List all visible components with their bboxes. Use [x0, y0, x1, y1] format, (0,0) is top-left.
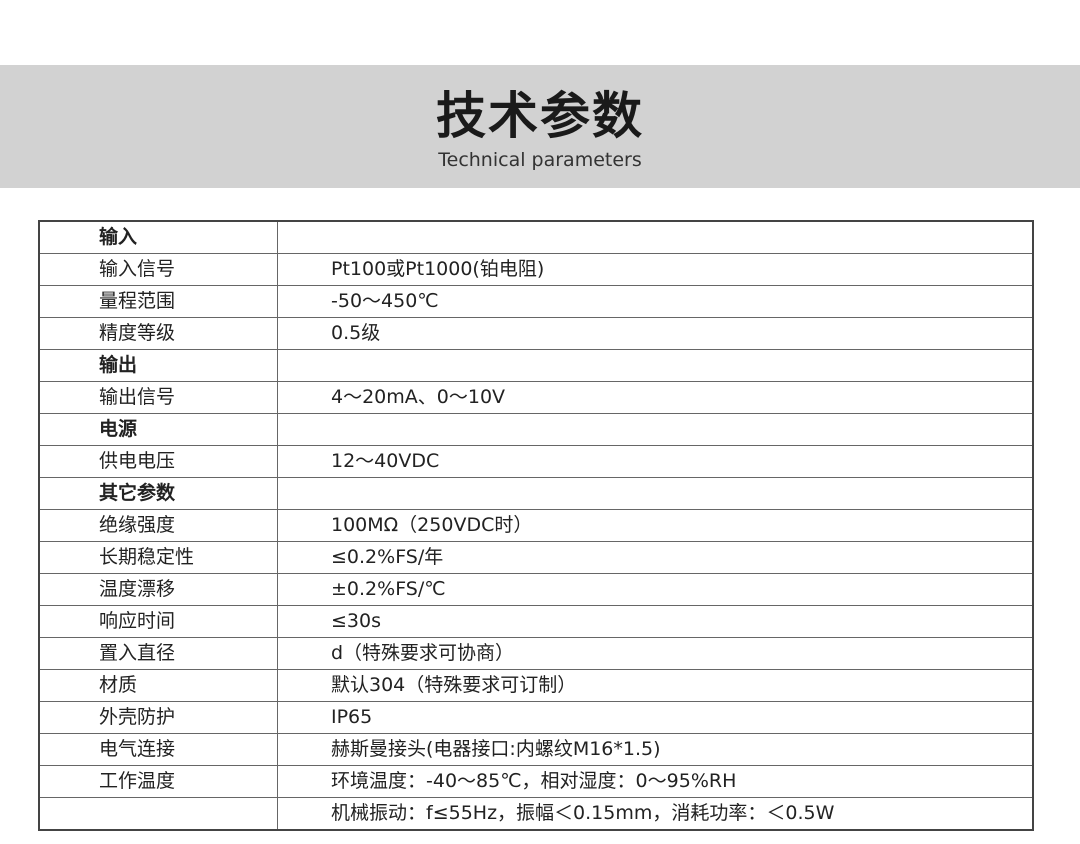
param-value: ±0.2%FS/℃	[277, 573, 1034, 606]
table-row: 输出信号 4～20mA、0～10V	[38, 381, 1034, 414]
param-value: 0.5级	[277, 317, 1034, 350]
table-row: 电气连接 赫斯曼接头(电器接口:内螺纹M16*1.5)	[38, 733, 1034, 766]
param-value: 默认304（特殊要求可订制）	[277, 669, 1034, 702]
param-value: d（特殊要求可协商）	[277, 637, 1034, 670]
page-subtitle: Technical parameters	[438, 149, 642, 171]
param-value: Pt100或Pt1000(铂电阻)	[277, 253, 1034, 286]
param-label: 量程范围	[38, 285, 278, 318]
table-row: 绝缘强度 100MΩ（250VDC时）	[38, 509, 1034, 542]
table-row: 响应时间 ≤30s	[38, 605, 1034, 638]
param-label: 置入直径	[38, 637, 278, 670]
param-label: 外壳防护	[38, 701, 278, 734]
param-value: IP65	[277, 701, 1034, 734]
param-label: 工作温度	[38, 765, 278, 798]
param-label: 电气连接	[38, 733, 278, 766]
param-value: 机械振动：f≤55Hz，振幅＜0.15mm，消耗功率：＜0.5W	[277, 797, 1034, 831]
table-row: 工作温度 环境温度：-40～85℃，相对湿度：0～95%RH	[38, 765, 1034, 798]
param-value: 4～20mA、0～10V	[277, 381, 1034, 414]
param-value: 环境温度：-40～85℃，相对湿度：0～95%RH	[277, 765, 1034, 798]
param-label	[38, 797, 278, 831]
table-row: 温度漂移 ±0.2%FS/℃	[38, 573, 1034, 606]
param-label: 输入	[38, 220, 278, 254]
param-value: 100MΩ（250VDC时）	[277, 509, 1034, 542]
param-label: 响应时间	[38, 605, 278, 638]
table-row: 量程范围 -50～450℃	[38, 285, 1034, 318]
param-value: 赫斯曼接头(电器接口:内螺纹M16*1.5)	[277, 733, 1034, 766]
param-value: 12～40VDC	[277, 445, 1034, 478]
spec-table: 输入 输入信号 Pt100或Pt1000(铂电阻) 量程范围 -50～450℃ 精度等级 0…	[38, 220, 1034, 831]
table-row: 精度等级 0.5级	[38, 317, 1034, 350]
table-row: 外壳防护 IP65	[38, 701, 1034, 734]
param-value	[277, 349, 1034, 382]
param-value: -50～450℃	[277, 285, 1034, 318]
param-value: ≤0.2%FS/年	[277, 541, 1034, 574]
table-row: 置入直径 d（特殊要求可协商）	[38, 637, 1034, 670]
param-label: 电源	[38, 413, 278, 446]
header-band	[0, 65, 1080, 188]
param-label: 其它参数	[38, 477, 278, 510]
param-value	[277, 413, 1034, 446]
section-row: 输出	[38, 349, 1034, 382]
param-value	[277, 220, 1034, 254]
param-label: 输入信号	[38, 253, 278, 286]
param-label: 绝缘强度	[38, 509, 278, 542]
param-label: 精度等级	[38, 317, 278, 350]
table-row: 机械振动：f≤55Hz，振幅＜0.15mm，消耗功率：＜0.5W	[38, 797, 1034, 831]
table-row: 输入信号 Pt100或Pt1000(铂电阻)	[38, 253, 1034, 286]
param-value	[277, 477, 1034, 510]
section-row: 其它参数	[38, 477, 1034, 510]
table-row: 材质 默认304（特殊要求可订制）	[38, 669, 1034, 702]
section-row: 电源	[38, 413, 1034, 446]
param-label: 供电电压	[38, 445, 278, 478]
param-label: 输出信号	[38, 381, 278, 414]
param-label: 长期稳定性	[38, 541, 278, 574]
section-row: 输入	[38, 220, 1034, 254]
param-label: 温度漂移	[38, 573, 278, 606]
table-row: 长期稳定性 ≤0.2%FS/年	[38, 541, 1034, 574]
param-label: 输出	[38, 349, 278, 382]
page-title: 技术参数	[436, 87, 644, 145]
param-label: 材质	[38, 669, 278, 702]
param-value: ≤30s	[277, 605, 1034, 638]
table-row: 供电电压 12～40VDC	[38, 445, 1034, 478]
